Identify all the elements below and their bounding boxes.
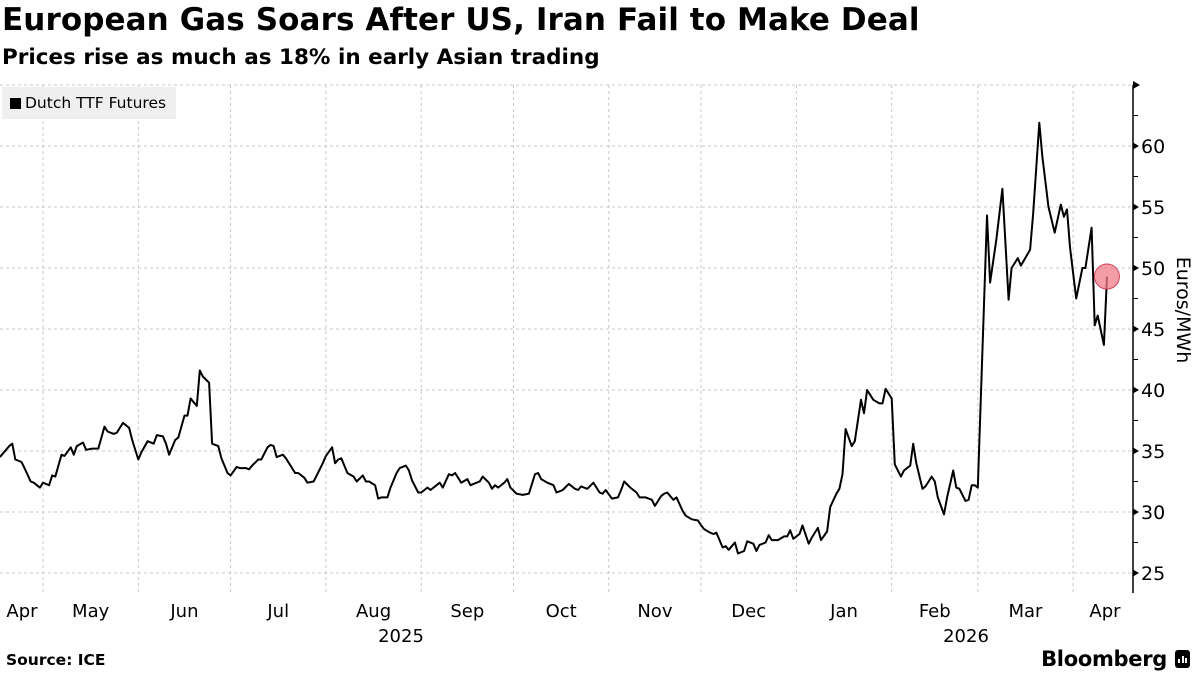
legend: Dutch TTF Futures bbox=[2, 87, 177, 119]
source-note: Source: ICE bbox=[6, 651, 106, 669]
y-major-tick bbox=[1133, 203, 1139, 211]
series-dutch-ttf bbox=[0, 121, 1120, 555]
x-tick-label: Oct bbox=[546, 601, 577, 622]
y-tick-label: 50 bbox=[1141, 258, 1165, 280]
year-label: 2026 bbox=[943, 626, 989, 647]
x-tick-label: Sep bbox=[450, 601, 484, 622]
chart-title: European Gas Soars After US, Iran Fail t… bbox=[2, 2, 920, 38]
y-tick-label: 30 bbox=[1141, 502, 1165, 524]
y-axis-title: Euros/MWh bbox=[1172, 256, 1194, 364]
y-axis: 25 30 35 40 45 50 55 60 bbox=[1132, 81, 1165, 593]
series-line bbox=[0, 121, 1108, 555]
chart-subtitle: Prices rise as much as 18% in early Asia… bbox=[2, 45, 600, 70]
x-tick-label: Dec bbox=[731, 601, 766, 622]
y-tick-label: 35 bbox=[1141, 441, 1165, 463]
y-major-tick bbox=[1133, 264, 1139, 272]
y-major-tick bbox=[1133, 142, 1139, 150]
y-major-tick bbox=[1133, 325, 1139, 333]
x-tick-label: Feb bbox=[919, 601, 951, 622]
y-tick-label: 60 bbox=[1141, 136, 1165, 158]
legend-swatch bbox=[10, 97, 21, 109]
x-tick-label: Jul bbox=[266, 601, 289, 622]
x-tick-label: Jun bbox=[169, 601, 198, 622]
y-tick-label: 55 bbox=[1141, 197, 1165, 219]
legend-label: Dutch TTF Futures bbox=[25, 94, 167, 112]
gridlines bbox=[0, 84, 1133, 593]
latest-value-marker bbox=[1093, 263, 1120, 290]
x-tick-label: Apr bbox=[6, 601, 38, 622]
y-major-tick bbox=[1133, 569, 1139, 577]
y-major-tick bbox=[1133, 508, 1139, 516]
y-tick-label: 45 bbox=[1141, 319, 1165, 341]
bloomberg-logo: Bloomberg bbox=[1041, 647, 1190, 671]
y-tick-label: 40 bbox=[1141, 380, 1165, 402]
x-tick-label: May bbox=[72, 601, 110, 622]
year-label: 2025 bbox=[378, 626, 424, 647]
x-tick-label: Mar bbox=[1008, 601, 1043, 622]
x-tick-label: Aug bbox=[356, 601, 391, 622]
y-major-tick bbox=[1133, 386, 1139, 394]
y-major-tick bbox=[1133, 447, 1139, 455]
brand-name: Bloomberg bbox=[1041, 647, 1167, 671]
x-tick-label: Apr bbox=[1089, 601, 1121, 622]
y-axis-arrow bbox=[1133, 81, 1140, 89]
x-tick-label: Nov bbox=[637, 601, 672, 622]
y-tick-label: 25 bbox=[1141, 563, 1165, 585]
x-axis-labels: Apr May Jun Jul Aug Sep Oct Nov Dec Jan Feb Mar Apr 2… bbox=[6, 601, 1121, 647]
x-tick-label: Jan bbox=[829, 601, 858, 622]
bloomberg-chart-icon bbox=[1175, 650, 1190, 668]
